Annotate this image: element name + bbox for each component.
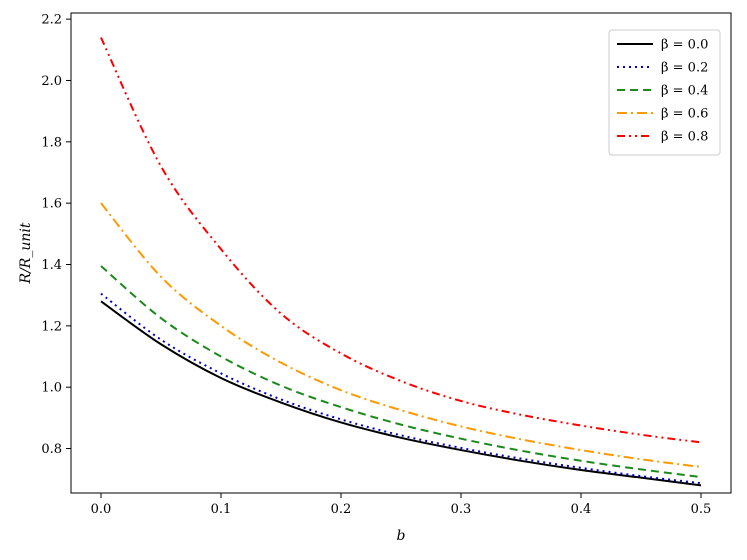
- y-tick-label: 2.0: [41, 74, 62, 89]
- y-tick-label: 1.8: [41, 135, 62, 150]
- y-tick-label: 1.2: [41, 319, 62, 334]
- y-axis-label: R/R_unit: [18, 222, 34, 284]
- legend-box: [608, 29, 721, 156]
- x-tick-label: 0.5: [691, 502, 712, 517]
- legend: β = 0.0 β = 0.2 β = 0.4 β = 0.6 β = 0.8: [608, 29, 721, 156]
- y-tick-label: 1.4: [41, 258, 62, 273]
- series-line-0: [100, 300, 702, 487]
- x-tick-label: 0.3: [451, 502, 472, 517]
- series-group: [100, 37, 702, 487]
- series-line-3: [100, 202, 702, 468]
- legend-label-0: β = 0.0: [661, 38, 708, 53]
- y-tick-label: 0.8: [41, 442, 62, 457]
- x-axis-label: b: [397, 528, 406, 544]
- series-line-2: [100, 265, 702, 479]
- y-axis-ticks: 0.8 1.0 1.2 1.4 1.6 1.8 2.0 2.2: [41, 13, 71, 457]
- legend-label-2: β = 0.4: [661, 84, 708, 99]
- x-tick-label: 0.2: [331, 502, 352, 517]
- legend-label-4: β = 0.8: [661, 130, 708, 145]
- series-line-1: [100, 292, 702, 485]
- legend-label-3: β = 0.6: [661, 107, 708, 122]
- y-tick-label: 2.2: [41, 13, 62, 28]
- x-tick-label: 0.0: [91, 502, 112, 517]
- x-tick-label: 0.1: [211, 502, 232, 517]
- legend-label-1: β = 0.2: [661, 61, 708, 76]
- x-axis-ticks: 0.0 0.1 0.2 0.3 0.4 0.5: [91, 493, 712, 517]
- series-line-4: [100, 37, 702, 444]
- y-tick-label: 1.0: [41, 381, 62, 396]
- x-tick-label: 0.4: [571, 502, 592, 517]
- y-tick-label: 1.6: [41, 197, 62, 212]
